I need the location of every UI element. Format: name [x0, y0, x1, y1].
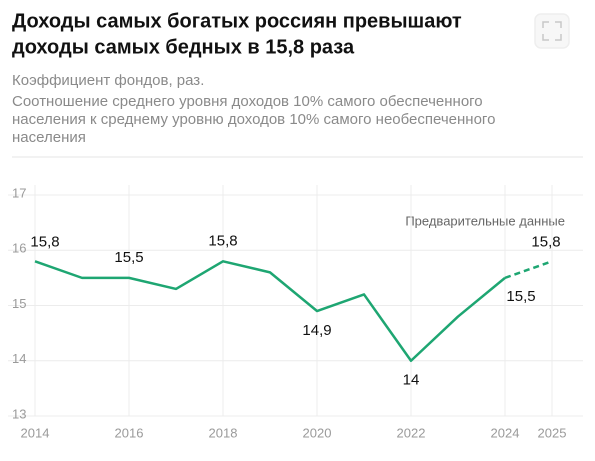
- x-tick-label: 2014: [21, 425, 50, 440]
- annotation: Предварительные данные: [405, 213, 565, 228]
- expand-button[interactable]: [534, 13, 570, 49]
- data-label: 14,9: [302, 322, 331, 339]
- data-label: 15,8: [531, 233, 560, 250]
- button-bg: [534, 13, 570, 49]
- data-label: 15,5: [114, 249, 143, 266]
- expand-icon: [542, 21, 562, 41]
- subtitle: населения: [12, 129, 86, 146]
- x-tick-label: 2022: [397, 425, 426, 440]
- y-tick-label: 13: [12, 406, 26, 421]
- chart-title: Доходы самых богатых россиян превышают: [12, 10, 462, 32]
- y-tick-label: 14: [12, 351, 26, 366]
- chart-title: доходы самых бедных в 15,8 раза: [12, 36, 355, 58]
- x-tick-label: 2025: [538, 425, 567, 440]
- x-tick-label: 2024: [491, 425, 520, 440]
- data-label: 15,5: [506, 288, 535, 305]
- y-tick-label: 17: [12, 185, 26, 200]
- line: [34, 260, 506, 362]
- subtitle: населения к среднему уровню доходов 10% …: [12, 111, 495, 128]
- line-preliminary: [504, 260, 553, 280]
- data-label: 15,8: [208, 232, 237, 249]
- y-tick-label: 16: [12, 241, 26, 256]
- x-tick-label: 2018: [209, 425, 238, 440]
- data-label: 15,8: [30, 233, 59, 250]
- subtitle: Коэффициент фондов, раз.: [12, 72, 204, 89]
- x-tick-label: 2020: [303, 425, 332, 440]
- data-label: 14: [403, 372, 420, 389]
- y-tick-label: 15: [12, 296, 26, 311]
- subtitle: Соотношение среднего уровня доходов 10% …: [12, 93, 483, 110]
- x-tick-label: 2016: [115, 425, 144, 440]
